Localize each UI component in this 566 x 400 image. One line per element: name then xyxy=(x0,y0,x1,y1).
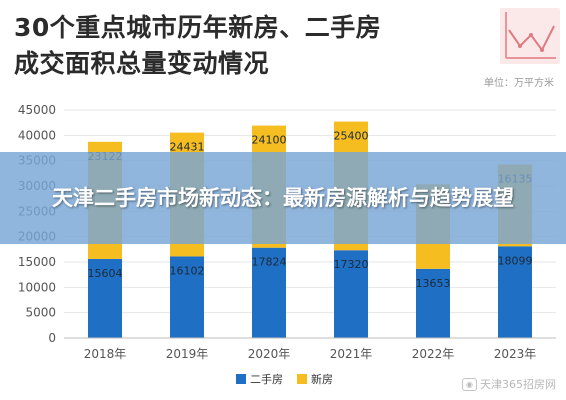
legend-item-second-hand: 二手房 xyxy=(236,371,283,387)
data-label-second-hand: 17824 xyxy=(252,256,287,269)
data-label-new-house: 24100 xyxy=(252,134,287,147)
chart-title-line-1: 30个重点城市历年新房、二手房 xyxy=(14,13,382,42)
y-tick-label: 10000 xyxy=(18,280,56,294)
data-label-second-hand: 18099 xyxy=(498,254,533,267)
bar-segment-second-hand xyxy=(170,256,204,338)
data-label-second-hand: 13653 xyxy=(416,277,451,290)
watermark: ◉ 天津365招房网 xyxy=(462,376,556,392)
x-tick-label: 2021年 xyxy=(330,347,373,361)
legend-label-new-house: 新房 xyxy=(311,373,333,386)
headline-text: 天津二手房市场新动态：最新房源解析与趋势展望 xyxy=(52,185,514,210)
bar-segment-second-hand xyxy=(88,258,122,338)
x-tick-label: 2019年 xyxy=(166,347,209,361)
x-tick-label: 2020年 xyxy=(248,347,291,361)
legend-swatch-new-house xyxy=(297,374,307,384)
line-trend-icon xyxy=(500,8,560,64)
chart-legend: 二手房 新房 xyxy=(236,371,333,387)
chart-title-line-2: 成交面积总量变动情况 xyxy=(14,49,270,78)
data-label-second-hand: 15604 xyxy=(88,267,123,280)
chart-title: 30个重点城市历年新房、二手房 成交面积总量变动情况 xyxy=(14,10,494,82)
data-label-second-hand: 17320 xyxy=(334,258,369,271)
y-tick-label: 40000 xyxy=(18,128,56,142)
bar-segment-second-hand xyxy=(416,268,450,338)
y-tick-label: 5000 xyxy=(25,306,56,320)
data-label-new-house: 24431 xyxy=(170,141,205,154)
x-tick-label: 2023年 xyxy=(494,347,537,361)
data-label-second-hand: 16102 xyxy=(170,264,205,277)
bar-segment-second-hand xyxy=(334,250,368,338)
y-tick-label: 0 xyxy=(48,331,56,345)
legend-item-new-house: 新房 xyxy=(297,371,333,387)
headline-banner: 天津二手房市场新动态：最新房源解析与趋势展望 xyxy=(0,152,566,244)
weibo-icon: ◉ xyxy=(462,377,477,391)
y-tick-label: 15000 xyxy=(18,255,56,269)
bar-segment-second-hand xyxy=(498,246,532,338)
data-label-new-house: 25400 xyxy=(334,130,369,143)
x-tick-label: 2022年 xyxy=(412,347,455,361)
watermark-text: 天津365招房网 xyxy=(480,378,556,391)
y-tick-label: 45000 xyxy=(18,103,56,117)
bar-segment-second-hand xyxy=(252,247,286,338)
legend-swatch-second-hand xyxy=(236,374,246,384)
unit-label: 单位：万平方米 xyxy=(484,78,554,89)
x-tick-label: 2018年 xyxy=(84,347,127,361)
legend-label-second-hand: 二手房 xyxy=(250,373,283,386)
